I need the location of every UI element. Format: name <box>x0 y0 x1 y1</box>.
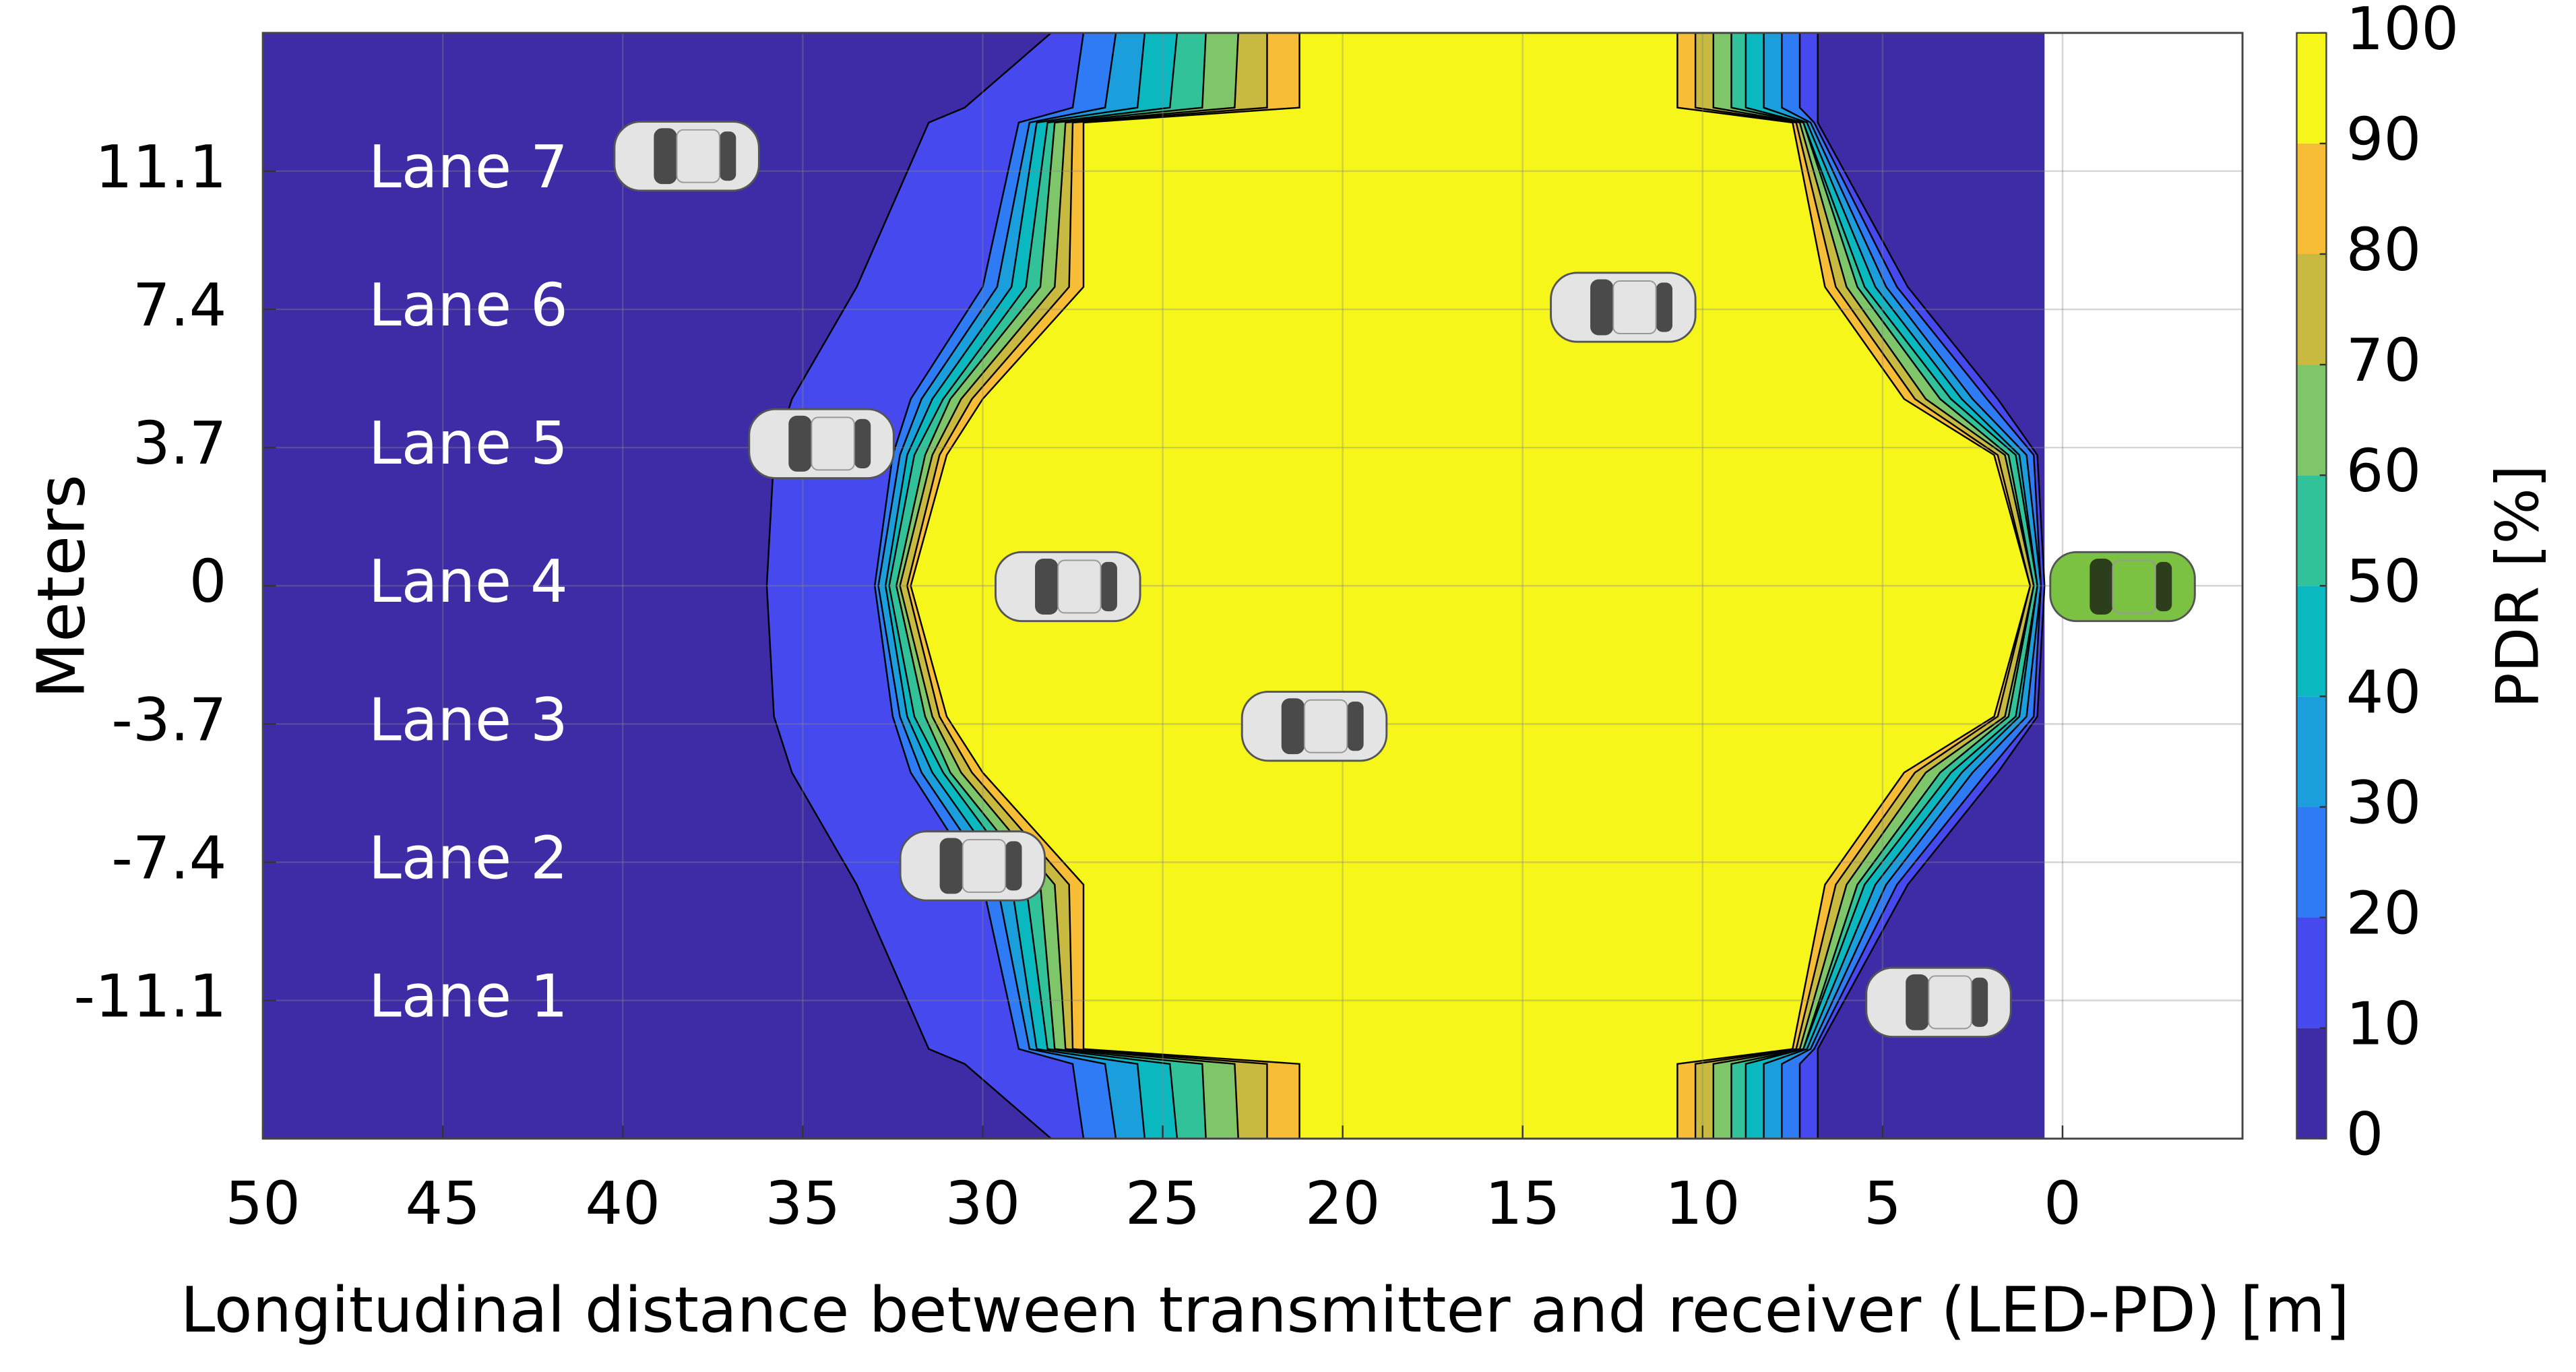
x-tick-label: 30 <box>945 1169 1021 1238</box>
colorbar-band <box>2296 475 2327 586</box>
y-tick-label: -3.7 <box>111 685 226 754</box>
colorbar-band <box>2296 1028 2327 1139</box>
car-rear-window <box>1347 701 1364 751</box>
car-windshield <box>1590 279 1614 336</box>
colorbar-tick-label: 70 <box>2346 326 2422 395</box>
colorbar-band <box>2296 32 2327 144</box>
y-tick-label: -7.4 <box>111 823 226 892</box>
colorbar-band <box>2296 365 2327 476</box>
colorbar-tick-label: 30 <box>2346 768 2422 837</box>
car-roof <box>1303 699 1348 753</box>
car-roof <box>811 416 855 471</box>
x-tick-label: 40 <box>585 1169 660 1238</box>
colorbar-tick-label: 50 <box>2346 547 2422 616</box>
car-icon <box>1240 691 1388 762</box>
car-roof <box>1612 280 1657 334</box>
lane-label: Lane 5 <box>369 409 568 478</box>
x-tick-label: 15 <box>1485 1169 1561 1238</box>
car-rear-window <box>1005 841 1022 891</box>
car-roof <box>2112 559 2156 614</box>
car-icon <box>613 121 760 192</box>
car-icon <box>899 830 1046 902</box>
lane-label: Lane 4 <box>369 547 568 616</box>
car-rear-window <box>1971 977 1988 1027</box>
colorbar-label: PDR [%] <box>2483 465 2552 708</box>
x-tick-label: 35 <box>765 1169 841 1238</box>
car-windshield <box>788 415 812 472</box>
y-tick-label: 3.7 <box>133 409 227 478</box>
car-windshield <box>1035 559 1059 615</box>
colorbar-tick-label: 100 <box>2346 0 2459 63</box>
plot-frame <box>261 32 2244 1140</box>
lane-label: Lane 1 <box>369 962 568 1031</box>
car-roof <box>676 129 720 183</box>
lane-label: Lane 3 <box>369 685 568 754</box>
x-tick-label: 50 <box>225 1169 301 1238</box>
car-roof <box>1057 559 1102 614</box>
car-icon <box>2049 551 2196 623</box>
colorbar-tick-label: 40 <box>2346 658 2422 726</box>
car-windshield <box>1906 974 1929 1030</box>
colorbar-tick-label: 0 <box>2346 1100 2384 1169</box>
colorbar-tick-label: 80 <box>2346 216 2422 284</box>
colorbar-band <box>2296 917 2327 1028</box>
y-tick-label: 0 <box>189 547 227 616</box>
car-windshield <box>654 128 677 185</box>
colorbar-frame <box>2296 32 2327 1140</box>
car-icon <box>1865 966 2012 1038</box>
car-icon <box>1550 272 1697 343</box>
car-rear-window <box>854 418 871 468</box>
y-axis-label: Meters <box>22 474 99 699</box>
colorbar-tick-label: 20 <box>2346 879 2422 947</box>
car-roof <box>1928 975 1972 1030</box>
colorbar-tick-label: 60 <box>2346 437 2422 505</box>
x-tick-label: 25 <box>1125 1169 1201 1238</box>
y-tick-label: 7.4 <box>133 271 227 340</box>
x-tick-label: 5 <box>1864 1169 1902 1238</box>
colorbar-band <box>2296 586 2327 697</box>
car-windshield <box>2090 559 2113 615</box>
colorbar-band <box>2296 254 2327 365</box>
car-rear-window <box>2155 561 2172 612</box>
car-icon <box>995 551 1141 623</box>
car-rear-window <box>1100 561 1117 612</box>
y-tick-label: -11.1 <box>73 962 226 1031</box>
y-tick-label: 11.1 <box>95 133 226 201</box>
colorbar-tick-label: 10 <box>2346 990 2422 1059</box>
x-tick-label: 20 <box>1305 1169 1381 1238</box>
colorbar-band <box>2296 696 2327 807</box>
car-rear-window <box>719 131 736 181</box>
x-tick-label: 45 <box>405 1169 480 1238</box>
x-axis-label: Longitudinal distance between transmitte… <box>181 1274 2350 1346</box>
car-windshield <box>939 838 963 894</box>
lane-label: Lane 7 <box>369 133 568 201</box>
car-roof <box>962 838 1007 893</box>
x-tick-label: 10 <box>1665 1169 1740 1238</box>
x-tick-label: 0 <box>2044 1169 2081 1238</box>
lane-label: Lane 2 <box>369 823 568 892</box>
car-icon <box>748 408 895 480</box>
lane-label: Lane 6 <box>369 271 568 340</box>
colorbar-band <box>2296 807 2327 918</box>
colorbar-tick-label: 90 <box>2346 105 2422 174</box>
car-windshield <box>1281 698 1305 755</box>
car-rear-window <box>1656 282 1673 332</box>
colorbar-band <box>2296 143 2327 255</box>
